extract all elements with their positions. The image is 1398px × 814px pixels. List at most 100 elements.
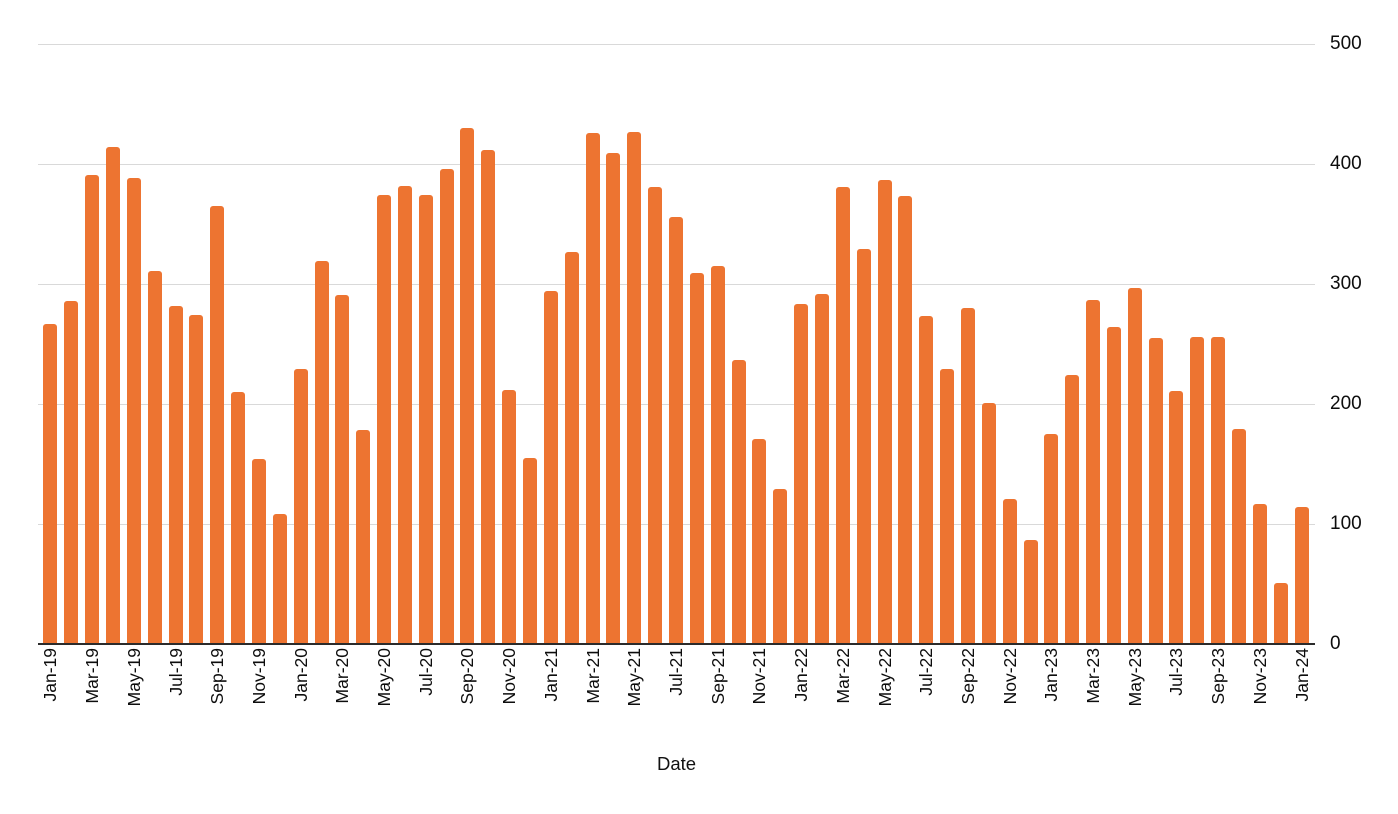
bar	[731, 359, 746, 644]
x-tick-label: Nov-19	[248, 648, 269, 705]
bar	[835, 186, 850, 644]
bar	[773, 489, 788, 644]
x-tick-label: Mar-19	[82, 648, 103, 704]
bar	[564, 251, 579, 644]
bar	[940, 369, 955, 644]
x-tick-label: Sep-19	[207, 648, 228, 705]
bar	[627, 131, 642, 644]
bar	[1023, 539, 1038, 644]
bar	[1065, 375, 1080, 644]
bar	[418, 195, 433, 644]
x-tick-label: Sep-23	[1208, 648, 1229, 705]
bar	[669, 216, 684, 644]
bar	[814, 293, 829, 644]
x-tick-label: Sep-20	[457, 648, 478, 705]
bar	[898, 196, 913, 644]
bar	[210, 206, 225, 644]
bar	[877, 179, 892, 644]
x-axis-line	[38, 643, 1315, 645]
bar	[189, 315, 204, 644]
bar	[1127, 287, 1142, 644]
bar	[85, 174, 100, 644]
bar	[293, 369, 308, 644]
y-tick-label: 400	[1330, 153, 1362, 174]
bar	[1252, 503, 1267, 644]
bar	[1190, 336, 1205, 644]
bar	[1294, 507, 1309, 644]
bar	[251, 459, 266, 644]
bar	[335, 294, 350, 644]
bar	[147, 270, 162, 644]
bar	[460, 128, 475, 644]
x-tick-label: Nov-21	[749, 648, 770, 705]
bar	[606, 153, 621, 644]
x-tick-label: Jan-19	[40, 648, 61, 702]
bar	[752, 438, 767, 644]
x-tick-label: Jul-22	[916, 648, 937, 696]
x-tick-label: Jan-22	[791, 648, 812, 702]
y-tick-label: 500	[1330, 33, 1362, 54]
bar	[585, 132, 600, 644]
x-tick-label: Nov-22	[999, 648, 1020, 705]
y-tick-label: 100	[1330, 513, 1362, 534]
x-tick-label: Mar-23	[1083, 648, 1104, 704]
x-axis-title: Date	[656, 753, 697, 774]
x-tick-label: Jan-23	[1041, 648, 1062, 702]
bar	[1169, 390, 1184, 644]
bar	[43, 323, 58, 644]
x-tick-label: Jan-21	[540, 648, 561, 702]
bar	[1106, 327, 1121, 644]
x-tick-label: May-20	[374, 648, 395, 707]
x-tick-label: May-23	[1124, 648, 1145, 707]
bar	[1086, 299, 1101, 644]
bar	[648, 186, 663, 644]
x-tick-label: May-21	[624, 648, 645, 707]
bar	[314, 261, 329, 644]
bar	[168, 305, 183, 644]
x-tick-label: Mar-21	[582, 648, 603, 704]
bar	[1148, 338, 1163, 644]
bar	[919, 316, 934, 644]
bar	[1273, 582, 1288, 644]
x-tick-label: Mar-22	[832, 648, 853, 704]
y-tick-label: 200	[1330, 393, 1362, 414]
bar	[356, 430, 371, 644]
bar	[481, 149, 496, 644]
bar	[856, 249, 871, 644]
bar	[1044, 434, 1059, 644]
x-tick-label: Jul-21	[666, 648, 687, 696]
bar	[377, 195, 392, 644]
bar	[439, 168, 454, 644]
x-tick-label: Nov-20	[499, 648, 520, 705]
bar	[502, 389, 517, 644]
bar	[543, 291, 558, 644]
bar	[523, 458, 538, 644]
bar	[105, 147, 120, 644]
y-tick-label: 0	[1330, 633, 1341, 654]
bar	[981, 402, 996, 644]
x-tick-label: Jul-20	[415, 648, 436, 696]
bar	[1232, 429, 1247, 644]
x-tick-label: Sep-22	[957, 648, 978, 705]
x-tick-label: May-19	[123, 648, 144, 707]
x-tick-label: Jul-19	[165, 648, 186, 696]
x-tick-label: Sep-21	[707, 648, 728, 705]
gridline	[38, 164, 1315, 165]
bar	[794, 304, 809, 644]
bar	[272, 514, 287, 644]
bar	[64, 300, 79, 644]
y-tick-label: 300	[1330, 273, 1362, 294]
gridline	[38, 44, 1315, 45]
x-tick-label: Jan-20	[290, 648, 311, 702]
x-tick-label: Jan-24	[1291, 648, 1312, 702]
bar	[397, 185, 412, 644]
bar	[231, 392, 246, 644]
x-tick-label: Mar-20	[332, 648, 353, 704]
x-tick-label: Jul-23	[1166, 648, 1187, 696]
bar	[960, 308, 975, 644]
bar	[710, 266, 725, 644]
bar	[1002, 498, 1017, 644]
bar	[1211, 336, 1226, 644]
